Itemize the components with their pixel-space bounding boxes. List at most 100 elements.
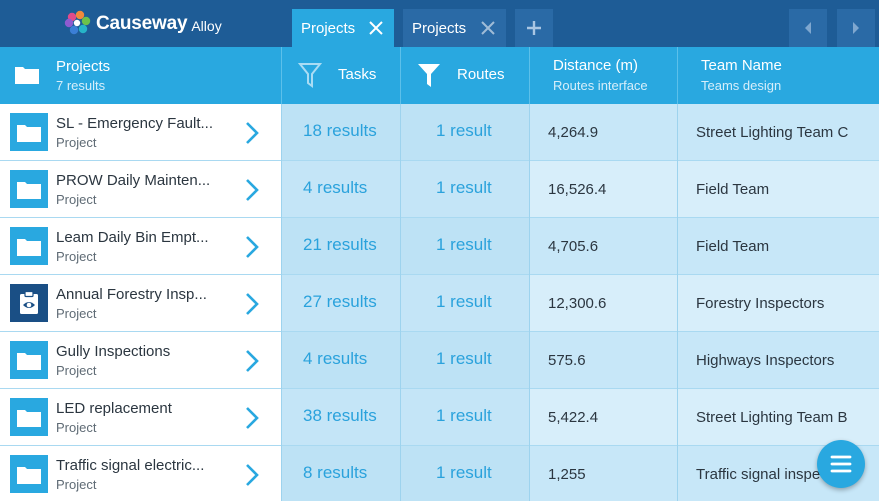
project-name: Traffic signal electric...	[56, 457, 205, 474]
column-divider	[281, 104, 282, 501]
column-header-routes[interactable]: Routes	[401, 47, 529, 104]
tasks-count: 38 results	[303, 406, 377, 425]
routes-cell[interactable]: 1 result	[401, 161, 529, 217]
project-type: Project	[56, 249, 97, 264]
tasks-count: 27 results	[303, 292, 377, 311]
team-cell: Highways Inspectors	[678, 332, 879, 388]
routes-cell[interactable]: 1 result	[401, 446, 529, 501]
team-name: Street Lighting Team C	[696, 124, 849, 141]
tasks-count: 21 results	[303, 235, 377, 254]
tab-label: Projects	[412, 19, 467, 37]
routes-count: 1 result	[436, 235, 492, 254]
row-divider	[0, 274, 879, 275]
folder-icon	[15, 67, 39, 84]
row-divider	[0, 388, 879, 389]
chevron-right-icon[interactable]	[243, 462, 261, 488]
chevron-right-icon[interactable]	[243, 120, 261, 146]
table-row[interactable]: Leam Daily Bin Empt... Project 21 result…	[0, 218, 879, 275]
routes-cell[interactable]: 1 result	[401, 218, 529, 274]
tab-projects-active[interactable]: Projects	[292, 9, 394, 47]
plus-icon	[527, 21, 541, 35]
routes-cell[interactable]: 1 result	[401, 104, 529, 160]
top-bar: Causeway Alloy Projects Projects	[0, 0, 879, 47]
project-name: PROW Daily Mainten...	[56, 172, 211, 189]
column-divider	[281, 47, 282, 104]
project-cell[interactable]: Gully Inspections Project	[0, 332, 281, 388]
project-cell[interactable]: PROW Daily Mainten... Project	[0, 161, 281, 217]
team-cell: Forestry Inspectors	[678, 275, 879, 331]
chevron-right-icon	[853, 22, 859, 34]
add-tab-button[interactable]	[515, 9, 553, 47]
project-type: Project	[56, 192, 97, 207]
tasks-cell[interactable]: 21 results	[282, 218, 400, 274]
table-row[interactable]: Annual Forestry Insp... Project 27 resul…	[0, 275, 879, 332]
table-row[interactable]: Traffic signal electric... Project 8 res…	[0, 446, 879, 501]
folder-icon	[10, 398, 48, 436]
routes-cell[interactable]: 1 result	[401, 389, 529, 445]
tab-label: Projects	[301, 19, 356, 37]
folder-icon	[10, 341, 48, 379]
previous-tab-button[interactable]	[789, 9, 827, 47]
tab-projects[interactable]: Projects	[403, 9, 506, 47]
projects-count: 7 results	[56, 78, 106, 93]
tasks-cell[interactable]: 27 results	[282, 275, 400, 331]
project-cell[interactable]: SL - Emergency Fault... Project	[0, 104, 281, 160]
distance-title: Distance (m)	[553, 57, 639, 74]
team-cell: Street Lighting Team B	[678, 389, 879, 445]
routes-cell[interactable]: 1 result	[401, 332, 529, 388]
tasks-cell[interactable]: 4 results	[282, 161, 400, 217]
column-header-tasks[interactable]: Tasks	[282, 47, 400, 104]
chevron-right-icon[interactable]	[243, 177, 261, 203]
column-header-distance[interactable]: Distance (m) Routes interface	[530, 47, 677, 104]
project-cell[interactable]: Traffic signal electric... Project	[0, 446, 281, 501]
next-tab-button[interactable]	[837, 9, 875, 47]
chevron-right-icon[interactable]	[243, 291, 261, 317]
distance-cell: 1,255	[530, 446, 677, 501]
project-cell[interactable]: LED replacement Project	[0, 389, 281, 445]
chevron-right-icon[interactable]	[243, 234, 261, 260]
team-subtitle: Teams design	[701, 78, 782, 93]
project-type: Project	[56, 135, 97, 150]
grid-header: Projects 7 results Tasks Routes Distance…	[0, 47, 879, 104]
distance-cell: 575.6	[530, 332, 677, 388]
distance-value: 4,705.6	[548, 238, 599, 255]
project-name: Leam Daily Bin Empt...	[56, 229, 209, 246]
distance-value: 5,422.4	[548, 409, 599, 426]
tasks-count: 8 results	[303, 463, 368, 482]
project-cell[interactable]: Leam Daily Bin Empt... Project	[0, 218, 281, 274]
project-name: Annual Forestry Insp...	[56, 286, 207, 303]
project-type: Project	[56, 363, 97, 378]
table-row[interactable]: SL - Emergency Fault... Project 18 resul…	[0, 104, 879, 161]
column-divider	[400, 104, 401, 501]
project-name: LED replacement	[56, 400, 172, 417]
filter-outline-icon[interactable]	[298, 62, 322, 88]
chevron-right-icon[interactable]	[243, 405, 261, 431]
table-row[interactable]: LED replacement Project 38 results 1 res…	[0, 389, 879, 446]
close-icon[interactable]	[480, 20, 496, 36]
table-row[interactable]: PROW Daily Mainten... Project 4 results …	[0, 161, 879, 218]
tasks-cell[interactable]: 38 results	[282, 389, 400, 445]
chevron-right-icon[interactable]	[243, 348, 261, 374]
tasks-cell[interactable]: 4 results	[282, 332, 400, 388]
distance-cell: 4,264.9	[530, 104, 677, 160]
distance-value: 1,255	[548, 466, 586, 483]
routes-count: 1 result	[436, 292, 492, 311]
tasks-cell[interactable]: 8 results	[282, 446, 400, 501]
routes-count: 1 result	[436, 463, 492, 482]
brand-name: Causeway	[96, 13, 188, 34]
project-cell[interactable]: Annual Forestry Insp... Project	[0, 275, 281, 331]
routes-cell[interactable]: 1 result	[401, 275, 529, 331]
filter-solid-icon[interactable]	[417, 62, 441, 88]
row-divider	[0, 217, 879, 218]
menu-button[interactable]	[817, 440, 865, 488]
tasks-cell[interactable]: 18 results	[282, 104, 400, 160]
distance-cell: 5,422.4	[530, 389, 677, 445]
projects-title: Projects	[56, 58, 111, 75]
routes-count: 1 result	[436, 406, 492, 425]
table-row[interactable]: Gully Inspections Project 4 results 1 re…	[0, 332, 879, 389]
app-logo[interactable]: Causeway Alloy	[63, 10, 222, 38]
close-icon[interactable]	[368, 20, 384, 36]
column-header-projects[interactable]: Projects 7 results	[0, 47, 281, 104]
tasks-count: 4 results	[303, 178, 368, 197]
column-header-team[interactable]: Team Name Teams design	[678, 47, 879, 104]
